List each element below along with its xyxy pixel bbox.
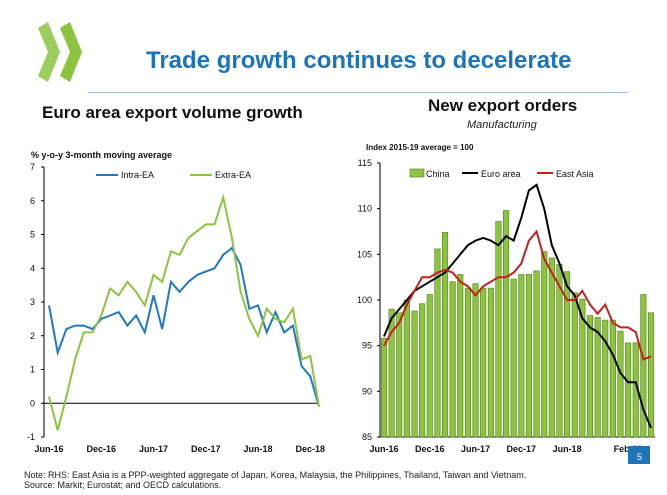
right-y-tick-label: 110	[358, 204, 372, 214]
right-bar-china	[563, 271, 571, 438]
left-y-tick-label: 2	[30, 331, 35, 341]
right-x-tick-label: Jun-18	[553, 444, 582, 454]
left-y-tick-label: 7	[30, 162, 35, 172]
right-legend-swatch-china	[409, 168, 425, 178]
right-bar-china	[518, 274, 525, 438]
right-chart-subtitle: Manufacturing	[467, 119, 537, 131]
left-x-tick-label: Jun-17	[139, 444, 168, 454]
right-bar-china	[541, 251, 548, 438]
right-bar-china	[495, 221, 502, 438]
right-bar-china	[525, 274, 533, 438]
right-x-tick-label: Dec-17	[507, 444, 537, 454]
right-y-tick-label: 100	[357, 295, 372, 305]
right-y-axis-label: Index 2015-19 average = 100	[366, 143, 474, 152]
footnote: Note: RHS: East Asia is a PPP-weighted a…	[24, 470, 526, 490]
right-bar-china	[617, 330, 624, 438]
left-y-tick-label: 5	[30, 230, 35, 240]
right-y-tick-label: 90	[362, 386, 372, 396]
right-chart-title: New export orders	[428, 96, 578, 115]
left-y-tick-label: 6	[30, 196, 35, 206]
right-y-tick-label: 105	[357, 249, 372, 259]
right-legend-label: Euro area	[481, 169, 521, 179]
right-bar-china	[396, 312, 403, 438]
page-number: 5	[637, 452, 643, 462]
right-bar-china	[449, 281, 456, 438]
page-number-badge	[628, 446, 650, 464]
left-series-line-extra-ea	[48, 193, 320, 431]
left-x-tick-label: Dec-16	[86, 444, 116, 454]
right-bar-china	[487, 287, 494, 438]
left-y-tick-label: 1	[30, 365, 35, 375]
right-bar-china	[480, 287, 487, 438]
right-bar-china	[403, 299, 410, 438]
right-bar-china	[388, 308, 395, 438]
left-x-tick-label: Dec-18	[296, 444, 326, 454]
right-bar-china	[586, 315, 594, 438]
left-x-tick-label: Jun-16	[34, 444, 63, 454]
slide-title: Trade growth continues to decelerate	[146, 47, 572, 74]
footnote-note: Note: RHS: East Asia is a PPP-weighted a…	[24, 470, 527, 480]
right-bar-china	[571, 292, 578, 438]
right-bar-china	[457, 274, 464, 438]
left-y-tick-label: 4	[30, 263, 35, 273]
left-x-tick-label: Dec-17	[191, 444, 221, 454]
right-y-tick-label: 95	[362, 341, 372, 351]
right-bar-china	[380, 338, 388, 438]
right-bar-china	[510, 278, 517, 438]
right-bar-china	[594, 317, 601, 438]
right-bar-china	[441, 232, 449, 438]
right-bar-china	[625, 342, 632, 438]
right-bar-china	[472, 283, 479, 438]
right-legend-label: China	[426, 169, 450, 179]
left-y-tick-label: -1	[27, 432, 35, 442]
right-bar-china	[411, 310, 418, 438]
left-chart-title: Euro area export volume growth	[42, 103, 303, 122]
right-bar-china	[579, 298, 586, 438]
left-y-axis-label: % y-o-y 3-month moving average	[31, 150, 172, 160]
right-y-tick-label: 85	[362, 432, 372, 442]
left-series-line-intra-ea	[48, 246, 320, 407]
right-bar-china	[419, 303, 426, 438]
footnote-source: Source: Markit; Eurostat; and OECD calcu…	[24, 480, 222, 490]
right-bar-china	[533, 270, 540, 438]
right-bar-china	[548, 257, 555, 438]
right-series-line-euro-area	[383, 183, 652, 429]
right-bar-china	[602, 319, 609, 438]
right-bar-china	[647, 312, 655, 438]
right-x-tick-label: Jun-16	[369, 444, 398, 454]
right-bar-china	[640, 294, 647, 438]
right-bar-china	[609, 319, 616, 438]
left-x-tick-label: Jun-18	[244, 444, 273, 454]
left-legend-label: Extra-EA	[215, 170, 251, 180]
right-x-tick-label: Dec-16	[415, 444, 445, 454]
right-bar-china	[502, 210, 510, 438]
right-x-tick-label: Jun-17	[461, 444, 490, 454]
title-rule	[88, 92, 628, 93]
right-series-line-east-asia	[383, 229, 652, 361]
left-y-tick-label: 0	[30, 398, 35, 408]
right-y-tick-label: 115	[358, 158, 372, 168]
oecd-chevrons-logo	[38, 22, 82, 82]
right-legend-label: East Asia	[556, 169, 594, 179]
right-bar-china	[434, 248, 441, 438]
right-bar-china	[426, 294, 433, 438]
left-y-tick-label: 3	[30, 297, 35, 307]
left-legend-label: Intra-EA	[121, 170, 154, 180]
right-bar-china	[464, 287, 472, 438]
